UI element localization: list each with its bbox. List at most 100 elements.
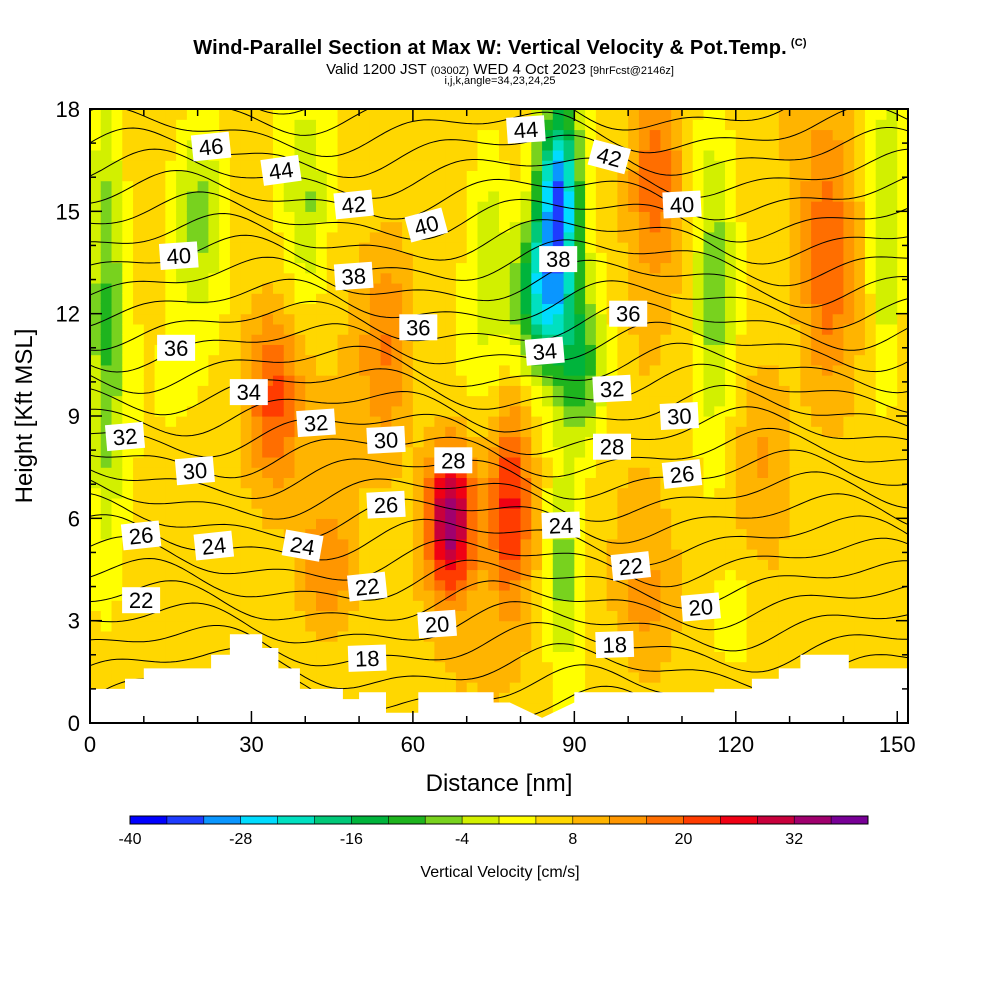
velocity-cell [369,334,382,345]
velocity-cell [703,160,715,171]
velocity-cell [445,436,457,448]
velocity-cell [412,416,425,427]
velocity-cell [595,201,608,212]
velocity-cell [283,385,296,397]
velocity-cell [111,149,123,161]
velocity-cell [197,180,209,192]
y-tick-label: 18 [56,97,80,122]
velocity-cell [574,334,586,345]
velocity-cell [283,630,296,642]
velocity-cell [283,477,296,489]
velocity-cell [326,456,339,468]
velocity-cell [359,610,371,622]
velocity-cell [832,549,845,560]
velocity-cell [423,528,436,540]
velocity-cell [412,569,425,581]
velocity-cell [746,221,758,233]
velocity-cell [800,579,812,591]
velocity-cell [703,221,715,233]
velocity-cell [886,395,898,407]
velocity-cell [864,395,877,407]
velocity-cell [316,231,328,243]
velocity-cell [735,467,748,478]
velocity-cell [714,242,726,253]
velocity-cell [423,426,436,438]
velocity-cell [499,446,511,458]
velocity-cell [886,262,898,274]
velocity-cell [294,211,306,223]
velocity-cell [671,303,683,315]
velocity-cell [402,620,414,632]
velocity-cell [391,293,403,305]
velocity-cell [886,518,898,530]
velocity-cell [455,508,468,519]
velocity-cell [897,334,908,345]
velocity-cell [262,416,274,427]
velocity-cell [681,109,694,120]
velocity-cell [671,282,683,294]
velocity-cell [875,661,888,673]
velocity-cell [789,538,801,550]
theta-label: 46 [190,131,232,162]
velocity-cell [143,149,156,161]
velocity-cell [832,149,845,161]
velocity-cell [477,682,489,693]
velocity-cell [283,242,296,253]
velocity-cell [133,201,145,212]
velocity-cell [832,160,845,171]
velocity-cell [272,334,285,345]
velocity-cell [176,201,188,212]
velocity-cell [100,201,113,212]
velocity-cell [90,610,102,622]
velocity-cell [811,416,823,427]
velocity-cell [434,497,446,509]
velocity-cell [219,242,231,253]
velocity-cell [531,405,543,417]
theta-label-box [366,425,406,454]
velocity-cell [735,538,748,550]
velocity-cell [843,149,855,161]
velocity-cell [294,272,306,284]
velocity-cell [681,579,694,591]
velocity-cell [574,313,586,325]
velocity-cell [434,538,446,550]
velocity-cell [455,231,468,243]
velocity-cell [563,385,575,397]
velocity-cell [649,139,662,151]
velocity-cell [843,252,855,264]
velocity-cell [240,149,253,161]
velocity-cell [316,303,328,315]
velocity-cell [520,405,532,417]
velocity-cell [789,467,801,478]
velocity-cell [305,569,317,581]
velocity-cell [617,610,629,622]
velocity-cell [412,405,425,417]
y-tick-label: 0 [68,711,80,736]
velocity-cell [821,589,834,601]
velocity-cell [208,323,220,335]
velocity-cell [294,600,306,612]
theta-label-text: 28 [441,448,465,473]
velocity-cell [219,231,231,243]
velocity-cell [864,170,877,182]
velocity-cell [316,160,328,171]
velocity-cell [294,661,306,673]
velocity-cell [348,344,360,356]
velocity-cell [219,334,231,345]
velocity-cell [100,671,113,683]
velocity-cell [574,119,586,131]
velocity-cell [283,497,296,509]
velocity-cell [628,180,640,192]
velocity-cell [542,630,554,642]
velocity-cell [649,190,662,202]
velocity-cell [219,416,231,427]
velocity-cell [176,272,188,284]
velocity-cell [283,641,296,652]
velocity-cell [757,671,769,683]
velocity-cell [692,272,705,284]
velocity-cell [681,149,694,161]
velocity-cell [380,293,392,305]
velocity-cell [854,518,866,530]
velocity-cell [671,661,683,673]
velocity-cell [154,262,166,274]
